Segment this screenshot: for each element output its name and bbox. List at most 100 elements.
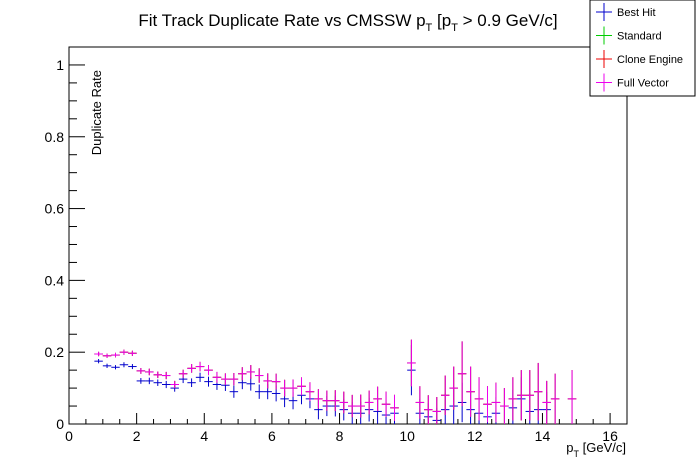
data-point — [136, 378, 146, 384]
x-tick-label: 10 — [399, 428, 415, 444]
data-point — [187, 378, 196, 388]
data-point — [204, 365, 213, 376]
data-point — [229, 373, 239, 386]
y-tick-label: 0.8 — [45, 129, 65, 145]
data-point — [195, 372, 205, 382]
y-tick-label: 0.2 — [45, 344, 65, 360]
data-point — [145, 368, 154, 376]
legend-box — [589, 0, 696, 97]
x-tick-label: 16 — [602, 428, 618, 444]
legend-item: Standard — [596, 26, 662, 45]
data-point — [119, 362, 129, 368]
legend-item: Best Hit — [596, 3, 656, 21]
data-point — [229, 385, 239, 398]
data-point — [102, 353, 112, 358]
data-point — [474, 377, 484, 421]
data-point — [111, 352, 120, 358]
data-point — [153, 379, 162, 386]
x-tick-label: 14 — [535, 428, 551, 444]
data-point — [466, 366, 475, 417]
data-point — [145, 377, 154, 385]
data-point — [364, 390, 374, 415]
data-point — [111, 365, 120, 370]
data-point — [255, 384, 264, 399]
data-point — [483, 386, 492, 423]
data-point — [500, 388, 509, 424]
data-point — [432, 397, 441, 424]
data-point — [94, 359, 103, 364]
data-point — [567, 370, 577, 424]
data-point — [238, 367, 247, 381]
data-point — [517, 370, 526, 421]
data-point — [288, 379, 298, 397]
data-point — [246, 376, 255, 391]
legend: Best Hit Standard Clone Engine Full Vector — [589, 0, 696, 97]
x-tick-label: 8 — [336, 428, 344, 444]
data-point — [246, 365, 255, 379]
data-point — [356, 394, 365, 418]
legend-label: Best Hit — [617, 7, 656, 19]
data-point — [136, 367, 146, 374]
data-point — [263, 373, 272, 389]
data-point — [424, 395, 433, 424]
axes-group: 0 2 4 6 8 10 12 14 16 0 0.2 0.4 0.6 0.8 1 — [45, 46, 618, 444]
data-point — [297, 377, 306, 396]
data-point — [128, 364, 137, 370]
x-tick-label: 12 — [467, 428, 483, 444]
data-point — [441, 375, 450, 416]
legend-label: Full Vector — [617, 78, 669, 90]
data-point — [153, 371, 162, 379]
x-tick-label: 2 — [133, 428, 141, 444]
x-axis-label: pT [GeV/c] — [566, 440, 626, 459]
data-point — [305, 382, 315, 402]
data-point — [162, 380, 171, 389]
data-point — [204, 376, 213, 387]
data-point — [381, 391, 391, 417]
legend-item: Full Vector — [596, 73, 669, 92]
data-point — [162, 371, 171, 380]
chart-title: Fit Track Duplicate Rate vs CMSSW pT [pT… — [138, 11, 557, 34]
x-tick-label: 6 — [268, 428, 276, 444]
data-point — [449, 366, 458, 410]
y-tick-label: 1 — [56, 57, 64, 73]
data-point — [178, 369, 188, 378]
data-point — [534, 362, 543, 421]
data-marks — [94, 339, 577, 424]
y-tick-label: 0.6 — [45, 201, 65, 217]
legend-items: Best Hit Standard Clone Engine Full Vector — [596, 3, 683, 92]
data-point — [195, 361, 205, 372]
y-tick-label: 0 — [56, 416, 64, 432]
data-point — [550, 373, 560, 424]
data-point — [407, 339, 416, 387]
legend-label: Standard — [617, 31, 662, 43]
data-point — [187, 364, 196, 373]
data-point — [170, 380, 179, 389]
data-point — [255, 368, 264, 383]
data-point — [314, 389, 323, 409]
data-point — [491, 382, 501, 423]
plot-frame — [68, 46, 628, 425]
legend-label: Clone Engine — [617, 54, 683, 66]
data-point — [415, 386, 425, 419]
data-point — [339, 391, 348, 414]
data-point — [542, 380, 551, 424]
data-point — [128, 350, 137, 356]
x-tick-label: 0 — [65, 428, 73, 444]
data-point — [102, 363, 112, 368]
data-point — [119, 349, 129, 355]
data-point — [221, 373, 230, 385]
legend-item: Clone Engine — [596, 50, 683, 68]
x-tick-label: 4 — [200, 428, 208, 444]
data-point — [508, 377, 518, 421]
y-axis-label: Duplicate Rate — [89, 70, 104, 155]
data-point — [280, 379, 289, 397]
data-point — [373, 386, 382, 412]
data-point — [94, 351, 103, 357]
data-point — [271, 373, 281, 390]
data-point — [525, 370, 534, 421]
data-point — [212, 371, 222, 383]
data-point — [390, 394, 399, 421]
data-point — [322, 390, 332, 411]
